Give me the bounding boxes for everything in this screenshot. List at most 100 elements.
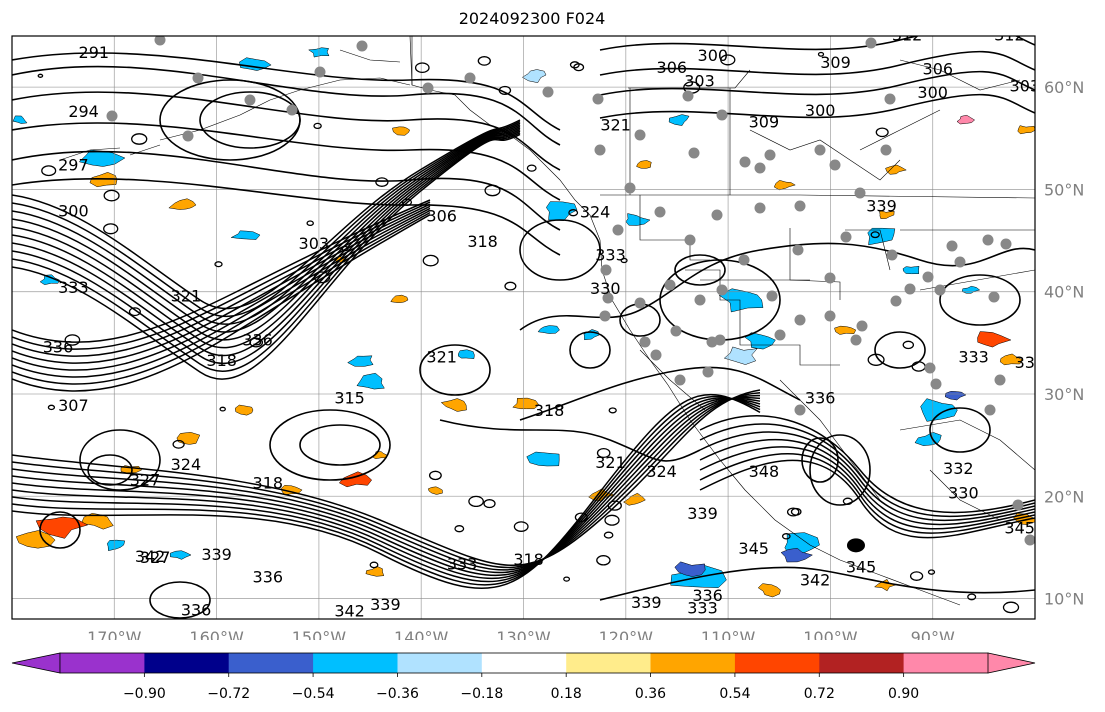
contour-small-loop-30 <box>554 404 564 411</box>
station-marker-66 <box>706 336 718 348</box>
contour-line-65 <box>439 419 701 462</box>
contour-small-loop-58 <box>620 257 628 264</box>
anomaly-patch-23 <box>537 325 560 334</box>
station-marker-68 <box>930 378 942 390</box>
contour-line-17 <box>12 214 431 392</box>
station-marker-27 <box>754 202 766 214</box>
contour-label-58: 333 <box>1015 353 1046 372</box>
anomaly-patch-6 <box>168 198 197 210</box>
contour-label-10: 330 <box>590 279 621 298</box>
anomaly-patch-49 <box>999 353 1024 366</box>
contour-label-54: 336 <box>805 389 836 408</box>
contour-small-loop-42 <box>483 499 496 509</box>
contour-small-loop-27 <box>37 73 44 78</box>
station-marker-4 <box>244 94 256 106</box>
colorbar-frame <box>59 652 989 674</box>
station-marker-64 <box>639 336 651 348</box>
station-marker-69 <box>994 374 1006 386</box>
station-marker-15 <box>688 147 700 159</box>
theta-contours <box>12 36 1035 619</box>
station-marker-16 <box>716 109 728 121</box>
colorbar-bin-4 <box>397 653 483 673</box>
contour-line-9 <box>12 133 521 380</box>
contour-small-loop-2 <box>131 133 148 145</box>
anomaly-patch-60 <box>39 274 60 285</box>
contour-line-25 <box>12 395 761 586</box>
anomaly-patch-15 <box>885 164 907 175</box>
lon-tick-label-7: 100°W <box>803 628 858 640</box>
anomaly-patch-32 <box>15 530 56 549</box>
contour-line-13 <box>12 205 431 364</box>
contour-small-loop-1 <box>875 127 889 138</box>
contour-label-42: 306 <box>657 58 688 77</box>
contour-small-loop-36 <box>603 531 614 539</box>
contour-loop-49 <box>299 424 381 466</box>
contour-label-36: 339 <box>631 593 662 612</box>
contour-label-51: 303 <box>1010 77 1041 96</box>
contour-small-loop-37 <box>870 231 880 239</box>
anomaly-patch-48 <box>977 331 1012 348</box>
station-marker-52 <box>922 271 934 283</box>
colorbar-bin-10 <box>903 653 989 673</box>
contour-small-loop-33 <box>604 514 620 526</box>
anomaly-patch-19 <box>347 355 374 367</box>
colorbar-extend-high <box>987 652 1036 674</box>
colorbar-tick-label-3: −0.36 <box>376 686 419 702</box>
coastline-segment-10 <box>845 229 891 271</box>
contour-label-9: 333 <box>595 245 626 264</box>
contour-line-42 <box>599 70 1035 96</box>
contour-label-33: 339 <box>370 595 401 614</box>
contour-small-loop-35 <box>1002 601 1020 614</box>
station-marker-65 <box>650 349 662 361</box>
station-marker-41 <box>792 244 804 256</box>
contour-label-52: 312 <box>994 26 1025 45</box>
station-marker-48 <box>988 291 1000 303</box>
contour-label-1: 294 <box>68 102 99 121</box>
contour-loop-59 <box>87 454 133 486</box>
colorbar-bin-6 <box>566 653 652 673</box>
station-marker-67 <box>924 362 936 374</box>
contour-loop-55 <box>874 331 926 369</box>
contour-small-loop-39 <box>513 521 529 532</box>
contour-label-0: 291 <box>79 43 110 62</box>
station-marker-38 <box>716 284 728 296</box>
contour-small-loop-17 <box>596 447 611 459</box>
colorbar-tick-label-7: 0.54 <box>719 686 750 702</box>
contour-line-7 <box>12 130 521 364</box>
contour-label-11: 333 <box>58 278 89 297</box>
station-marker-9 <box>464 72 476 84</box>
contour-line-6 <box>12 128 521 357</box>
station-marker-70 <box>984 404 996 416</box>
contour-small-loop-34 <box>306 220 314 227</box>
contour-small-loop-4 <box>607 500 622 511</box>
contour-line-64 <box>519 366 801 421</box>
station-marker-43 <box>840 231 852 243</box>
anomaly-patch-7 <box>230 230 261 240</box>
contour-line-36 <box>12 91 561 171</box>
contour-label-27: 327 <box>140 548 171 567</box>
station-marker-26 <box>794 200 806 212</box>
contour-small-loop-20 <box>568 209 579 217</box>
colorbar-tick-label-2: −0.54 <box>292 686 335 702</box>
station-marker-44 <box>886 249 898 261</box>
anomaly-patch-38 <box>365 566 385 577</box>
colorbar-tick-label-6: 0.36 <box>635 686 666 702</box>
coastline-segment-23 <box>339 49 401 63</box>
contour-label-30: 336 <box>253 568 284 587</box>
contour-line-18 <box>12 389 761 567</box>
lon-tick-label-6: 110°W <box>701 628 756 640</box>
colorbar-bin-8 <box>734 653 820 673</box>
contour-line-8 <box>12 132 521 372</box>
contour-line-33 <box>699 459 1035 539</box>
contour-line-4 <box>12 125 521 341</box>
station-marker-30 <box>654 206 666 218</box>
station-marker-39 <box>738 254 750 266</box>
colorbar-tick-label-9: 0.90 <box>888 686 919 702</box>
colorbar-tick-label-0: −0.90 <box>123 686 166 702</box>
station-marker-32 <box>612 224 624 236</box>
contour-small-loop-13 <box>569 61 580 69</box>
colorbar-tick-label-5: 0.18 <box>551 686 582 702</box>
station-marker-31 <box>624 182 636 194</box>
contour-label-49: 306 <box>923 59 954 78</box>
